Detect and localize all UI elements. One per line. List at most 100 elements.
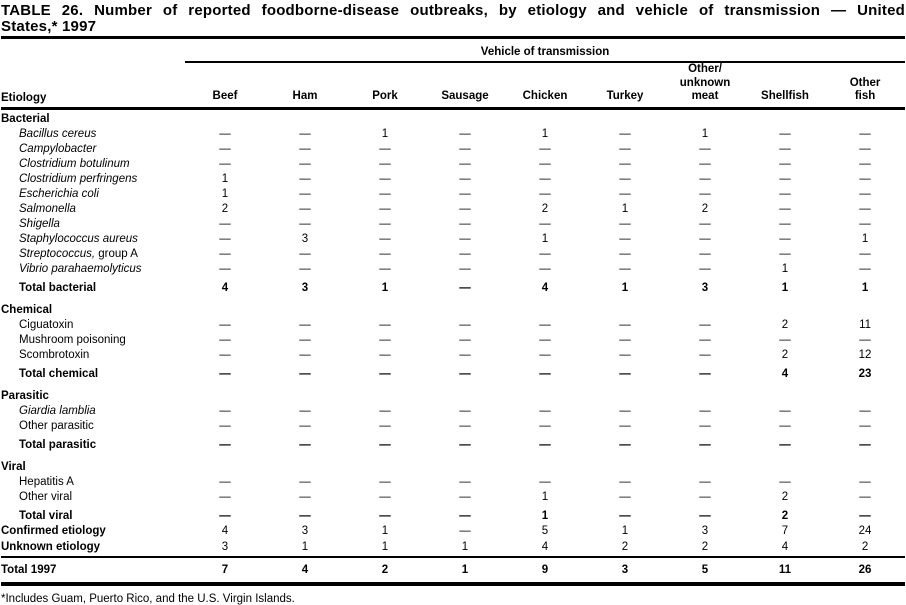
table-row: Campylobacter — — — — — — — — —: [1, 142, 905, 157]
value-cell: —: [219, 232, 231, 245]
table-row: Other parasitic — — — — — — — — —: [1, 419, 905, 434]
value-cell: —: [779, 438, 791, 451]
table-row: Scombrotoxin — — — — — — — 2 12: [1, 348, 905, 363]
value-cell: —: [219, 475, 231, 488]
value-cell: [585, 108, 665, 127]
title-line-2: States,* 1997: [1, 17, 97, 35]
table-row: Escherichia coli 1 — — — — — — — —: [1, 187, 905, 202]
row-label-text: Confirmed etiology: [1, 524, 106, 537]
value-cell: —: [219, 348, 231, 361]
value-cell: [825, 296, 905, 318]
value-cell: —: [299, 202, 311, 215]
row-label-suffix: group A: [95, 247, 138, 260]
value-cell: 2: [541, 202, 549, 215]
value-cell: —: [219, 127, 231, 140]
value-cell: —: [619, 142, 631, 155]
outbreaks-table: Vehicle of transmission Etiology Beef Ha…: [1, 39, 906, 586]
value-cell: —: [379, 404, 391, 417]
value-cell: —: [379, 262, 391, 275]
row-label-text: Chemical: [1, 303, 53, 316]
value-cell: —: [859, 333, 871, 346]
value-cell: [425, 453, 505, 475]
value-cell: 23: [858, 367, 872, 380]
value-cell: 1: [701, 127, 709, 140]
value-cell: —: [859, 157, 871, 170]
value-cell: —: [779, 475, 791, 488]
value-cell: 4: [221, 281, 229, 294]
value-cell: 1: [301, 540, 309, 553]
value-cell: —: [619, 318, 631, 331]
value-cell: —: [299, 157, 311, 170]
value-cell: 4: [541, 281, 549, 294]
value-cell: —: [619, 262, 631, 275]
table-row: Bacillus cereus — — 1 — 1 — 1 — —: [1, 127, 905, 142]
column-header-turkey: Turkey: [585, 62, 665, 110]
row-label-text: Total bacterial: [19, 281, 97, 294]
value-cell: —: [699, 333, 711, 346]
value-cell: 2: [781, 509, 789, 522]
value-cell: —: [459, 262, 471, 275]
value-cell: —: [699, 157, 711, 170]
row-label: Campylobacter: [1, 142, 185, 157]
value-cell: —: [859, 490, 871, 503]
value-cell: —: [699, 490, 711, 503]
value-cell: —: [219, 318, 231, 331]
value-cell: —: [459, 247, 471, 260]
value-cell: —: [619, 333, 631, 346]
value-cell: [825, 453, 905, 475]
value-cell: —: [779, 127, 791, 140]
value-cell: —: [459, 490, 471, 503]
row-label-text: Unknown etiology: [1, 540, 101, 553]
value-cell: 1: [381, 127, 389, 140]
value-cell: —: [539, 142, 551, 155]
value-cell: —: [859, 438, 871, 451]
value-cell: —: [619, 490, 631, 503]
value-cell: —: [699, 367, 711, 380]
group-header-row: Vehicle of transmission: [1, 39, 906, 63]
value-cell: —: [859, 509, 871, 522]
value-cell: 1: [221, 172, 229, 185]
row-label-text: Viral: [1, 460, 26, 473]
column-header-other-unknown-meat: Other/ unknown meat: [665, 62, 745, 110]
row-label-text: Campylobacter: [19, 142, 97, 155]
value-cell: —: [219, 142, 231, 155]
row-label: Total bacterial: [1, 277, 185, 296]
value-cell: —: [219, 333, 231, 346]
row-label: Total 1997: [1, 555, 185, 584]
value-cell: 3: [301, 281, 309, 294]
value-cell: —: [459, 217, 471, 230]
value-cell: —: [699, 217, 711, 230]
column-header-ham: Ham: [265, 62, 345, 110]
value-cell: 1: [541, 127, 549, 140]
row-label: Shigella: [1, 217, 185, 232]
value-cell: —: [299, 142, 311, 155]
value-cell: [185, 296, 265, 318]
value-cell: —: [379, 348, 391, 361]
value-cell: —: [219, 217, 231, 230]
value-cell: —: [379, 490, 391, 503]
row-label: Unknown etiology: [1, 540, 185, 557]
table-row: Vibrio parahaemolyticus — — — — — — — 1 …: [1, 262, 905, 277]
value-cell: —: [219, 157, 231, 170]
row-label: Bacillus cereus: [1, 127, 185, 142]
value-cell: —: [539, 367, 551, 380]
table-row: Total parasitic — — — — — — — — —: [1, 434, 905, 453]
column-header-row: Etiology Beef Ham Pork Sausage Chicken T…: [1, 62, 906, 110]
value-cell: —: [379, 157, 391, 170]
value-cell: —: [379, 318, 391, 331]
value-cell: —: [379, 509, 391, 522]
value-cell: 2: [781, 348, 789, 361]
row-label-text: Giardia lamblia: [19, 404, 96, 417]
value-cell: —: [299, 247, 311, 260]
value-cell: —: [299, 348, 311, 361]
table-row: Chemical: [1, 296, 905, 318]
table-row: Unknown etiology 3 1 1 1 4 2 2 4 2: [1, 540, 905, 557]
value-cell: —: [859, 475, 871, 488]
value-cell: 2: [781, 490, 789, 503]
value-cell: [665, 453, 745, 475]
table-row: Mushroom poisoning — — — — — — — — —: [1, 333, 905, 348]
value-cell: —: [459, 438, 471, 451]
value-cell: —: [459, 333, 471, 346]
value-cell: 1: [621, 524, 629, 537]
value-cell: —: [219, 404, 231, 417]
